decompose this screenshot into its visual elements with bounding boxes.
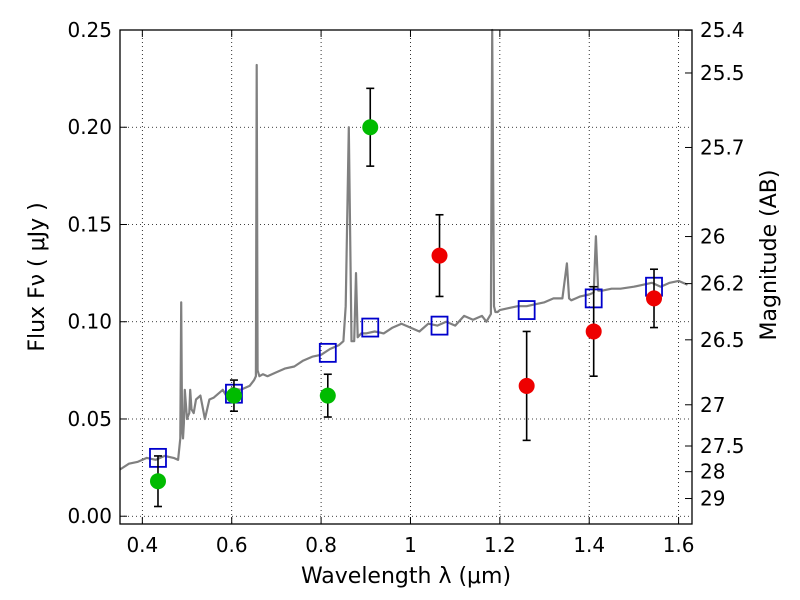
- spectrum-line: [119, 28, 688, 471]
- model-square-marker: [318, 342, 337, 363]
- model-square-marker: [430, 315, 449, 336]
- y2-tick-label: 26: [700, 225, 725, 249]
- model-square-marker: [517, 300, 536, 320]
- errorbar-series: [153, 87, 659, 508]
- y-tick-label: 0.15: [67, 212, 112, 236]
- y2-tick-label: 25.7: [700, 135, 745, 159]
- spectrum-series: [119, 28, 688, 471]
- plot-frame: [119, 29, 693, 525]
- x-tick-label: 1.2: [484, 533, 516, 557]
- x-tick-label: 0.6: [216, 533, 248, 557]
- y2-tick-label: 26.2: [700, 272, 745, 296]
- observed-point-marker: [646, 290, 663, 307]
- y2-tick-label: 25.5: [700, 61, 745, 85]
- x-tick-label: 0.8: [305, 533, 337, 557]
- observed-point-marker: [319, 387, 336, 404]
- y2-tick-label: 25.4: [700, 18, 745, 42]
- x-tick-label: 1.6: [663, 533, 695, 557]
- observed-point-marker: [518, 377, 535, 394]
- y2-tick-label: 28: [700, 460, 725, 484]
- x-tick-label: 1.4: [573, 533, 605, 557]
- observed-point-marker: [585, 323, 602, 340]
- model-square-marker: [361, 317, 380, 338]
- model-square-series: [149, 276, 663, 468]
- x-axis-label: Wavelength λ (μm): [301, 564, 511, 589]
- observed-point-marker: [362, 119, 379, 136]
- observed-point-marker: [225, 387, 242, 404]
- y-tick-label: 0.10: [67, 310, 112, 334]
- y-tick-label: 0.20: [67, 115, 112, 139]
- grid: [120, 29, 692, 524]
- y2-tick-label: 26.5: [700, 328, 745, 352]
- y-tick-label: 0.00: [67, 504, 112, 528]
- y-tick-label: 0.25: [67, 18, 112, 42]
- observed-point-marker: [431, 247, 448, 264]
- y2-tick-label: 29: [700, 487, 725, 511]
- x-tick-label: 1: [404, 533, 417, 557]
- observed-point-marker: [149, 473, 166, 490]
- y-axis-label: Flux Fν ( μJy ): [25, 202, 50, 351]
- observed-point-series: [149, 119, 663, 490]
- y2-tick-label: 27: [700, 393, 725, 417]
- axis-ticks: 0.4 0.6 0.8 1 1.2 1.4 1.6 0.00 0.05 0.10 0.15 0.20 0…: [67, 18, 744, 557]
- y2-tick-label: 27.5: [700, 434, 745, 458]
- y-tick-label: 0.05: [67, 407, 112, 431]
- x-tick-label: 0.4: [126, 533, 158, 557]
- y2-axis-label: Magnitude (AB): [757, 170, 782, 341]
